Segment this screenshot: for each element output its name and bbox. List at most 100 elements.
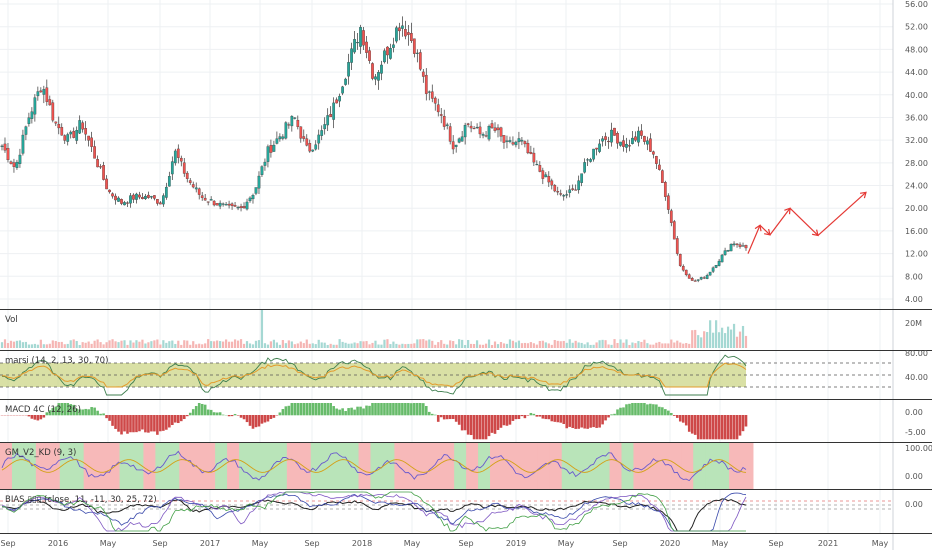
volume-bar	[584, 344, 586, 348]
macd-bar	[189, 413, 192, 416]
candle-body	[255, 187, 257, 193]
candle-body	[276, 139, 278, 144]
candle-body	[231, 204, 233, 206]
macd-bar	[28, 415, 31, 416]
volume-bar	[324, 343, 326, 348]
candle-body	[443, 116, 445, 126]
candle-body	[219, 203, 221, 206]
macd-bar	[625, 404, 628, 415]
volume-bar	[37, 345, 39, 348]
candle-body	[234, 205, 236, 206]
macd-bar	[598, 415, 601, 428]
volume-bar	[34, 344, 36, 348]
kd-background	[466, 443, 478, 489]
volume-bar	[398, 345, 400, 348]
volume-bar	[132, 343, 134, 348]
kd-background	[359, 443, 371, 489]
volume-bar	[64, 344, 66, 348]
candle-body	[228, 204, 230, 205]
volume-bar	[153, 340, 155, 348]
volume-bar	[718, 332, 720, 348]
volume-bar	[348, 344, 350, 348]
macd-bar	[326, 403, 329, 415]
volume-bar	[255, 341, 257, 348]
macd-bar	[521, 415, 524, 416]
macd-bar	[580, 415, 583, 428]
candle-body	[682, 266, 684, 270]
candle-body	[365, 42, 367, 53]
candle-body	[449, 127, 451, 142]
candle-body	[252, 195, 254, 199]
candle-body	[697, 280, 699, 281]
kd-background	[741, 443, 753, 489]
volume-bar	[135, 340, 137, 348]
macd-bar	[652, 404, 655, 415]
volume-bar	[150, 341, 152, 348]
macd-bar	[446, 415, 449, 419]
candle-body	[135, 194, 137, 200]
candle-body	[646, 141, 648, 144]
macd-bar	[542, 415, 545, 419]
volume-bar	[422, 339, 424, 348]
candle-body	[574, 190, 576, 191]
candle-body	[554, 185, 556, 191]
candle-body	[84, 128, 86, 134]
macd-bar	[380, 403, 383, 415]
macd-bar	[431, 414, 434, 415]
macd-bar	[192, 409, 195, 415]
macd-bar	[201, 404, 204, 415]
candle-body	[476, 127, 478, 128]
candle-body	[622, 141, 624, 147]
volume-bar	[252, 344, 254, 348]
volume-bar	[419, 339, 421, 348]
candle-body	[709, 272, 711, 275]
candle-body	[410, 33, 412, 41]
macd-bar	[84, 409, 87, 415]
price-tick-label: 44.00	[905, 68, 928, 77]
macd-bar	[231, 415, 234, 416]
candle-body	[386, 47, 388, 55]
macd-bar	[562, 415, 565, 424]
macd-bar	[282, 409, 285, 415]
volume-bar	[228, 342, 230, 348]
macd-bar	[288, 406, 291, 416]
macd-bar	[40, 415, 43, 419]
macd-bar	[255, 415, 258, 427]
macd-bar	[556, 415, 559, 422]
macd-bar	[664, 409, 667, 415]
volume-bar	[500, 342, 502, 348]
macd-bar	[404, 403, 407, 415]
volume-bar	[129, 340, 131, 348]
volume-bar	[682, 344, 684, 348]
candle-body	[392, 45, 394, 48]
macd-bar	[338, 410, 341, 416]
volume-bar	[201, 344, 203, 348]
macd-bar	[171, 415, 174, 425]
candle-body	[240, 206, 242, 207]
candle-body	[566, 194, 568, 195]
macd-bar	[323, 403, 326, 415]
candle-body	[347, 62, 349, 76]
volume-bar	[491, 345, 493, 348]
candle-body	[10, 162, 12, 164]
volume-bar	[147, 342, 149, 348]
kd-background	[287, 443, 299, 489]
volume-bar	[536, 345, 538, 348]
candle-body	[524, 141, 526, 144]
candle-body	[571, 189, 573, 190]
volume-bar	[210, 341, 212, 348]
macd-bar	[676, 415, 679, 418]
macd-bar	[607, 415, 610, 417]
candle-body	[329, 114, 331, 117]
panel-tick-label: 0.00	[905, 408, 923, 417]
candle-body	[589, 159, 591, 161]
volume-bar	[111, 339, 113, 348]
candle-body	[434, 98, 436, 103]
macd-bar	[216, 413, 219, 416]
macd-bar	[222, 415, 225, 416]
volume-bar	[524, 343, 526, 348]
macd-bar	[419, 403, 422, 415]
x-tick-label: 2017	[200, 539, 220, 548]
